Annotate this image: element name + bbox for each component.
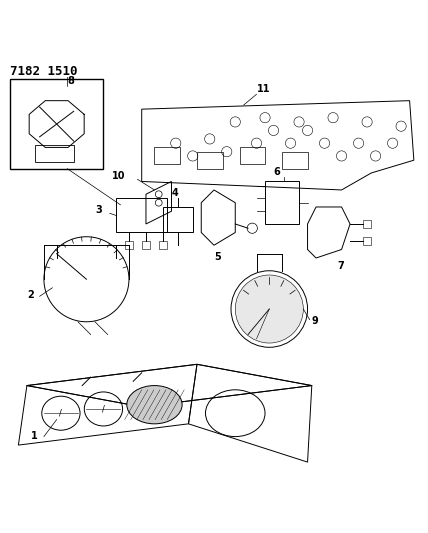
Ellipse shape <box>127 385 182 424</box>
Bar <box>159 241 167 249</box>
Text: 9: 9 <box>312 316 318 326</box>
Bar <box>163 207 193 232</box>
Text: /: / <box>102 405 105 414</box>
Bar <box>363 220 372 228</box>
Text: 8: 8 <box>67 76 74 86</box>
Text: 1: 1 <box>31 431 38 441</box>
Circle shape <box>235 275 303 343</box>
Bar <box>265 181 299 224</box>
Text: 11: 11 <box>256 84 270 94</box>
Bar <box>125 241 133 249</box>
Bar <box>282 152 308 169</box>
Text: 7: 7 <box>337 261 344 271</box>
Text: 3: 3 <box>95 205 102 215</box>
Bar <box>36 146 74 163</box>
Bar <box>363 237 372 245</box>
Text: /: / <box>59 409 62 418</box>
Bar <box>240 148 265 165</box>
Text: 4: 4 <box>172 188 178 198</box>
Text: 2: 2 <box>27 290 34 301</box>
Bar <box>155 148 180 165</box>
Text: 10: 10 <box>112 171 125 181</box>
Text: 5: 5 <box>214 252 221 262</box>
Bar <box>142 241 150 249</box>
Text: 7182 1510: 7182 1510 <box>10 64 77 77</box>
Bar <box>197 152 223 169</box>
Text: 6: 6 <box>273 167 280 177</box>
